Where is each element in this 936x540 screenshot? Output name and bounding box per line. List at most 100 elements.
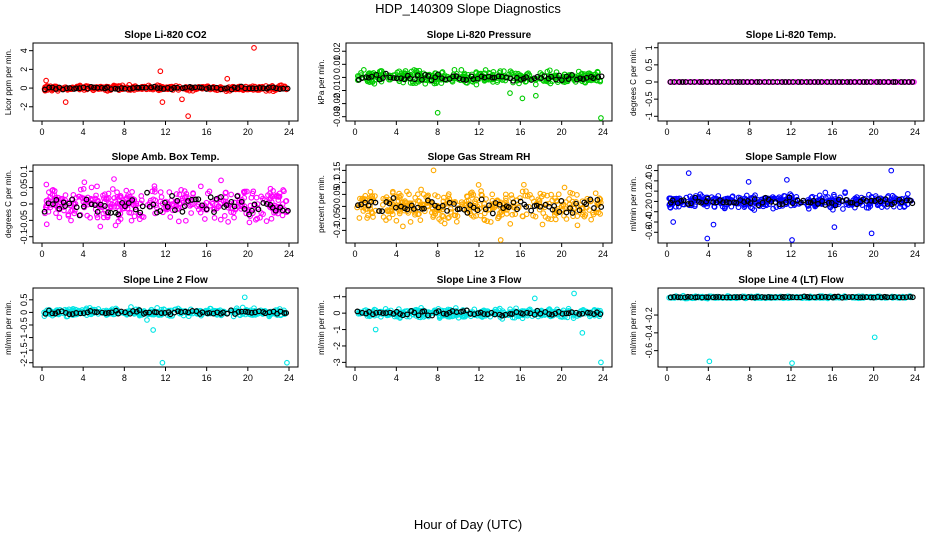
baseline-point <box>242 308 249 315</box>
baseline-point <box>192 196 199 203</box>
baseline-point <box>733 79 740 85</box>
data-point <box>548 216 554 223</box>
baseline-point <box>584 309 591 316</box>
x-tick-label: 12 <box>160 249 170 259</box>
y-axis-label: ml/min per min. <box>629 300 638 355</box>
data-point <box>473 81 480 88</box>
y-tick-label: -2 <box>19 359 29 367</box>
y-axis-label: kPa per min. <box>317 60 326 105</box>
y-tick-label: 0.1 <box>332 176 342 189</box>
data-point <box>380 195 387 202</box>
baseline-point <box>270 84 277 91</box>
baseline-point <box>146 309 153 316</box>
baseline-point <box>759 294 765 300</box>
baseline-point <box>591 205 597 211</box>
baseline-point <box>675 294 681 301</box>
baseline-point <box>779 294 786 300</box>
plot-frame <box>345 287 613 368</box>
x-tick-label: 12 <box>786 249 796 259</box>
baseline-point <box>404 206 411 213</box>
y-tick-label: -1 <box>19 334 29 342</box>
baseline-point <box>478 196 485 203</box>
data-point <box>101 191 108 198</box>
data-point <box>422 80 429 87</box>
data-point <box>832 200 839 206</box>
data-point <box>432 211 439 217</box>
baseline-point <box>573 309 580 316</box>
baseline-point <box>733 199 740 206</box>
data-point <box>62 192 69 199</box>
baseline-point <box>853 294 860 301</box>
data-point <box>405 210 412 216</box>
baseline-point <box>676 79 683 85</box>
baseline-point <box>878 294 885 301</box>
x-tick-label: 24 <box>598 249 608 259</box>
baseline-point <box>228 198 235 205</box>
baseline-point <box>748 294 755 301</box>
baseline-point <box>822 293 829 300</box>
data-point <box>502 204 509 211</box>
data-point <box>595 209 602 216</box>
outlier-point <box>706 358 713 365</box>
data-point <box>279 212 286 219</box>
baseline-point <box>112 85 119 92</box>
data-point <box>182 217 189 224</box>
baseline-point <box>903 197 910 204</box>
baseline-point <box>888 294 895 301</box>
panel-title: Slope Li-820 Temp. <box>746 30 837 41</box>
baseline-point <box>475 310 481 317</box>
data-point <box>548 191 554 198</box>
baseline-point <box>727 294 734 301</box>
baseline-point <box>558 77 565 84</box>
data-point <box>173 191 180 197</box>
outlier-point <box>144 317 150 323</box>
baseline-point <box>556 209 563 215</box>
outlier-point <box>159 359 166 366</box>
baseline-point <box>169 193 175 199</box>
baseline-point <box>537 203 544 210</box>
baseline-point <box>122 203 128 210</box>
baseline-point <box>223 202 230 209</box>
baseline-point <box>779 79 786 85</box>
data-point <box>867 203 874 210</box>
baseline-point <box>710 294 717 301</box>
data-point <box>282 198 289 205</box>
data-point <box>435 193 441 200</box>
data-point <box>276 194 283 200</box>
y-tick-label: 0 <box>644 79 654 84</box>
data-point <box>520 213 526 220</box>
baseline-point <box>489 210 496 217</box>
data-point <box>491 308 498 315</box>
data-point <box>176 191 183 198</box>
data-point <box>586 207 593 213</box>
baseline-point <box>825 199 832 206</box>
baseline-point <box>577 75 583 82</box>
baseline-point <box>355 202 361 209</box>
baseline-point <box>679 79 686 85</box>
baseline-point <box>129 197 136 203</box>
baseline-point <box>548 73 555 80</box>
data-point <box>566 201 573 208</box>
outlier-point <box>372 326 379 333</box>
baseline-point <box>277 86 283 92</box>
baseline-point <box>843 197 850 203</box>
data-point <box>276 190 283 197</box>
baseline-point <box>404 311 411 318</box>
baseline-point <box>533 202 540 209</box>
x-tick-label: 0 <box>352 249 357 259</box>
baseline-point <box>580 76 587 82</box>
baseline-point <box>705 195 711 202</box>
data-point <box>111 195 118 201</box>
baseline-point <box>151 83 158 90</box>
outlier-point <box>519 95 526 102</box>
data-point <box>417 217 424 224</box>
baseline-point <box>231 84 238 91</box>
baseline-point <box>518 76 524 83</box>
data-point <box>175 218 182 225</box>
panel-title: Slope Line 2 Flow <box>123 275 208 286</box>
baseline-point <box>523 74 530 81</box>
data-point <box>72 200 79 207</box>
data-point <box>597 78 604 85</box>
baseline-point <box>463 77 470 83</box>
y-tick-label: -0.4 <box>644 214 654 230</box>
